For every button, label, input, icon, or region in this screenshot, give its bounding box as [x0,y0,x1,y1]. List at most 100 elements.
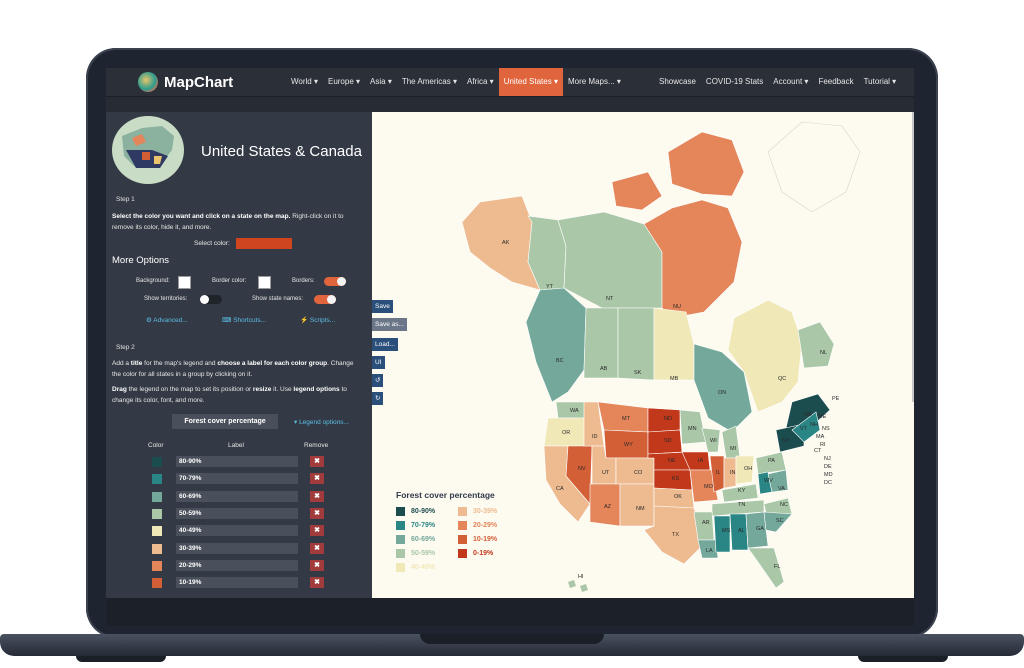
legend-color-swatch[interactable] [152,457,162,467]
map-legend-swatch [396,549,405,558]
state-label: IA [698,458,704,464]
legend-color-swatch[interactable] [152,474,162,485]
nav-item[interactable]: The Americas ▾ [401,77,457,86]
state-label: AZ [604,504,612,510]
state-label: OH [744,466,752,472]
borders-toggle[interactable] [324,277,346,286]
nav-right-item[interactable]: Showcase [659,77,696,86]
state-label: NT [606,296,614,302]
map-legend-swatch [458,521,467,530]
remove-row-button[interactable]: ✖ [310,577,324,589]
state-label: ME [818,414,827,420]
side-button[interactable]: Save [372,300,393,313]
state-label: IL [716,470,721,476]
nav-right-item[interactable]: Account ▾ [773,77,809,86]
nav-item[interactable]: Asia ▾ [370,77,392,86]
state-label: NH [810,422,818,428]
legend-label-input[interactable]: 60-69% [176,490,298,502]
state-label: DE [824,464,832,470]
state-label: NJ [824,456,831,462]
legend-label-input[interactable]: 20-29% [176,559,298,571]
legend-label-input[interactable]: 10-19% [176,577,298,589]
remove-row-button[interactable]: ✖ [310,473,324,485]
borders-label: Borders: [292,278,315,284]
state-label: HI [578,574,584,580]
remove-row-button[interactable]: ✖ [310,525,324,537]
advanced-link[interactable]: ⚙ Advanced... [146,317,188,324]
remove-row-button[interactable]: ✖ [310,456,324,467]
brand-name: MapChart [164,73,234,91]
legend-color-swatch[interactable] [152,560,162,571]
legend-color-swatch[interactable] [152,578,162,589]
state-label: SC [776,518,784,524]
shortcuts-link[interactable]: ⌨ Shortcuts... [222,317,267,324]
side-button[interactable]: Load... [372,338,398,351]
legend-label-input[interactable]: 70-79% [176,473,298,485]
state-label: NC [780,502,788,508]
legend-title-input[interactable]: Forest cover percentage [172,414,278,429]
remove-row-button[interactable]: ✖ [310,507,324,519]
state-labels: AK YT NT NU BC AB SK MB ON QC NL PE NS NB WA OR ID MT ND MN… [502,240,840,580]
legend-label-input[interactable]: 40-49% [176,525,298,537]
nav-right-item[interactable]: Tutorial ▾ [863,77,897,86]
step1-instructions: Select the color you want and click on a… [112,211,364,233]
map-canvas[interactable]: AK YT NT NU BC AB SK MB ON QC NL PE NS NB WA OR ID MT ND MN… [372,112,914,598]
remove-row-button[interactable]: ✖ [310,542,324,554]
step1-rest: Right-click on it to remove its color, h… [112,213,344,231]
remove-column-header: Remove [304,442,329,449]
legend-color-swatch[interactable] [152,508,162,519]
legend-color-swatch[interactable] [152,491,162,502]
map-legend-label: 0-19% [473,550,494,557]
nav-right-item[interactable]: COVID-19 Stats [705,77,764,86]
state-label: MS [722,528,731,534]
nav-item[interactable]: Europe ▾ [327,77,361,86]
scripts-link[interactable]: ⚡ Scripts... [300,317,336,324]
map-title: United States & Canada [201,143,362,160]
show-territories-toggle[interactable] [200,295,222,304]
legend-options-link[interactable]: ▾ Legend options... [294,419,349,426]
map-legend-item: 10-19% [458,534,528,545]
remove-row-button[interactable]: ✖ [310,490,324,502]
border-color-box[interactable] [258,276,271,289]
legend-label-input[interactable]: 80-90% [176,456,298,467]
background-label: Background: [136,278,170,284]
state-label: CT [814,448,822,454]
side-button[interactable]: ↺ [372,374,384,387]
legend-label-input[interactable]: 30-39% [176,542,298,554]
state-label: RI [820,442,826,448]
state-label: MI [730,446,737,452]
background-color-box[interactable] [178,276,191,289]
select-color-picker[interactable] [236,238,292,249]
state-label: CO [634,470,643,476]
laptop-foot-right [858,656,948,662]
side-button[interactable]: ↻ [372,392,384,405]
show-state-names-toggle[interactable] [314,295,336,304]
brand-logo[interactable]: MapChart [138,72,233,92]
nav-item[interactable]: World ▾ [291,77,318,86]
nav-item[interactable]: More Maps... ▾ [567,77,621,86]
map-svg[interactable]: AK YT NT NU BC AB SK MB ON QC NL PE NS NB WA OR ID MT ND MN… [372,112,914,598]
remove-row-button[interactable]: ✖ [310,559,324,571]
legend-row: 50-59% ✖ [106,507,372,520]
map-scrollbar[interactable] [912,112,914,402]
nav-item[interactable]: United States ▾ [498,68,563,96]
state-label: NV [578,466,586,472]
side-button[interactable]: Save as... [372,318,407,331]
state-label: NB [804,412,812,418]
state-label: WA [570,408,579,414]
state-label: VT [800,426,808,432]
laptop-base [0,634,1024,656]
legend-color-swatch[interactable] [152,543,162,554]
text-bold: Drag [112,386,127,393]
side-button[interactable]: UI [372,356,385,369]
show-state-names-label: Show state names: [252,296,304,302]
nav-item[interactable]: Africa ▾ [467,77,494,86]
nav-right-item[interactable]: Feedback [818,77,854,86]
legend-row: 70-79% ✖ [106,473,372,485]
legend-label-input[interactable]: 50-59% [176,507,298,519]
map-thumbnail [112,116,184,184]
state-label: NL [820,350,827,356]
legend-color-swatch[interactable] [152,526,162,537]
map-legend-swatch [396,507,405,516]
legend-row: 80-90% ✖ [106,456,372,468]
